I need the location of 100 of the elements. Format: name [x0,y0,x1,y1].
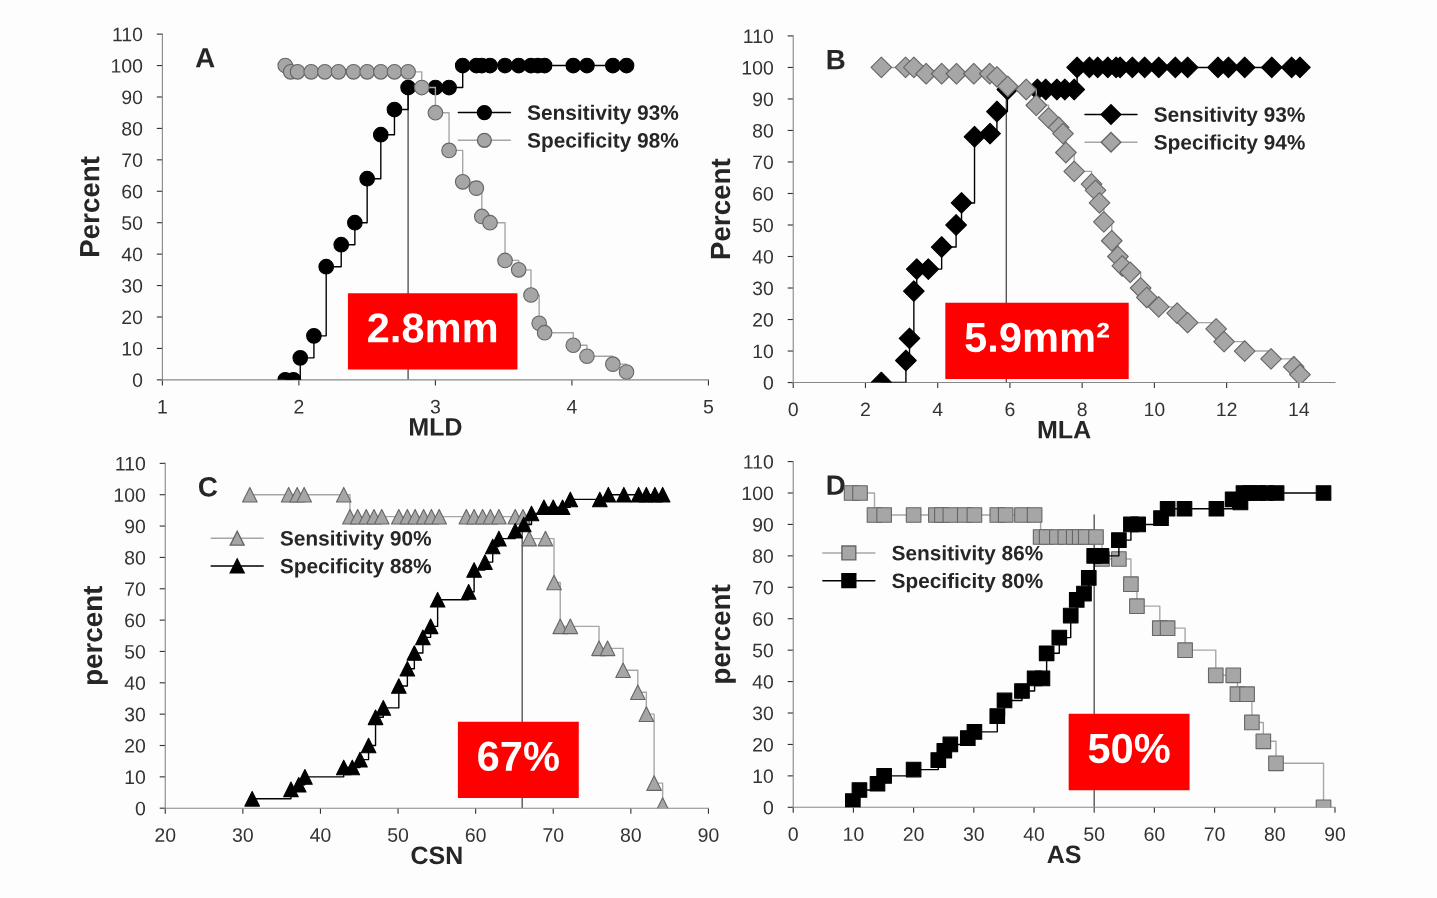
point [344,759,361,776]
point [521,530,538,547]
point [441,142,457,159]
annotation: 67% [478,741,559,772]
x-tick-label: 50 [1084,827,1105,842]
y-tick-label: 30 [122,279,143,293]
y-tick-label: 100 [742,60,774,75]
x-tick-label: 80 [620,828,641,842]
chart-title: B [827,50,845,70]
y-tick-label: 90 [753,517,774,532]
point [373,508,390,525]
y-tick-label: 80 [125,550,146,565]
point [1260,56,1283,79]
point [930,236,953,258]
y-tick-label: 100 [114,488,146,502]
y-tick-label: 30 [752,281,774,296]
point [615,662,631,679]
y-tick-label: 60 [753,612,774,626]
point [579,57,595,74]
point [1088,529,1104,545]
point [1062,607,1079,624]
point [1208,500,1225,517]
point [1239,686,1255,702]
x-tick-label: 20 [155,828,176,842]
point [400,64,416,80]
point [1233,340,1256,362]
point [966,724,983,740]
point [1159,620,1176,636]
point [345,64,362,80]
legend-label: Specificity 94% [1154,134,1305,154]
point [1038,645,1055,662]
point [372,64,389,80]
chart-title: D [827,475,845,495]
point [1034,670,1051,687]
point [599,640,616,657]
point [1176,500,1193,517]
y-axis-title: percent [711,584,736,683]
y-tick-label: 60 [753,186,774,201]
point [942,736,959,753]
point [497,57,513,74]
x-tick-label: 50 [388,828,409,842]
point [431,508,448,525]
legend-label: Sensitivity 93% [527,104,679,125]
point [654,486,671,503]
x-tick-label: 90 [1325,827,1346,842]
point [406,645,423,661]
point [1014,683,1030,699]
y-tick-label: 20 [753,737,774,752]
point [989,708,1006,724]
point [303,64,320,80]
y-tick-label: 70 [122,153,143,168]
point [905,507,922,523]
point [316,64,333,80]
y-tick-label: 60 [125,613,146,628]
point [851,782,868,798]
point [546,574,562,591]
point [1244,714,1260,731]
y-tick-label: 60 [122,184,143,199]
point [1268,485,1285,501]
point [359,64,375,80]
x-tick-label: 20 [903,827,924,842]
point [352,751,368,768]
point [565,57,582,74]
point [413,79,430,96]
point [1130,516,1146,533]
y-tick-label: 70 [125,582,146,596]
point [427,104,444,121]
point [945,62,968,85]
point [962,62,985,85]
point [870,56,893,79]
y-tick-label: 50 [752,218,774,233]
point [1268,755,1284,772]
point [1166,302,1188,325]
x-axis-title: MLA [1038,421,1091,439]
point [441,79,457,96]
point [1147,296,1170,318]
legend-label: Sensitivity 93% [1154,106,1305,127]
y-tick-label: 70 [753,580,774,595]
point [1119,261,1142,284]
y-tick-label: 0 [135,801,146,816]
point [306,328,322,344]
point [399,660,416,677]
point [367,709,384,726]
y-axis-title: Percent [80,156,100,257]
point [1080,570,1097,586]
point [1205,318,1228,340]
legend-label: Sensitivity 86% [892,545,1043,565]
y-tick-label: 10 [753,769,774,784]
x-tick-label: 12 [1217,402,1237,417]
y-tick-label: 110 [744,455,774,469]
x-tick-label: 2 [861,402,870,417]
point [562,618,579,635]
point [898,327,921,350]
y-tick-label: 40 [752,249,774,264]
y-tick-label: 0 [132,373,143,388]
chart-title: C [198,477,218,497]
point [241,486,258,503]
point [605,57,621,74]
y-axis-title: percent [83,585,108,685]
x-tick-label: 10 [844,827,864,842]
